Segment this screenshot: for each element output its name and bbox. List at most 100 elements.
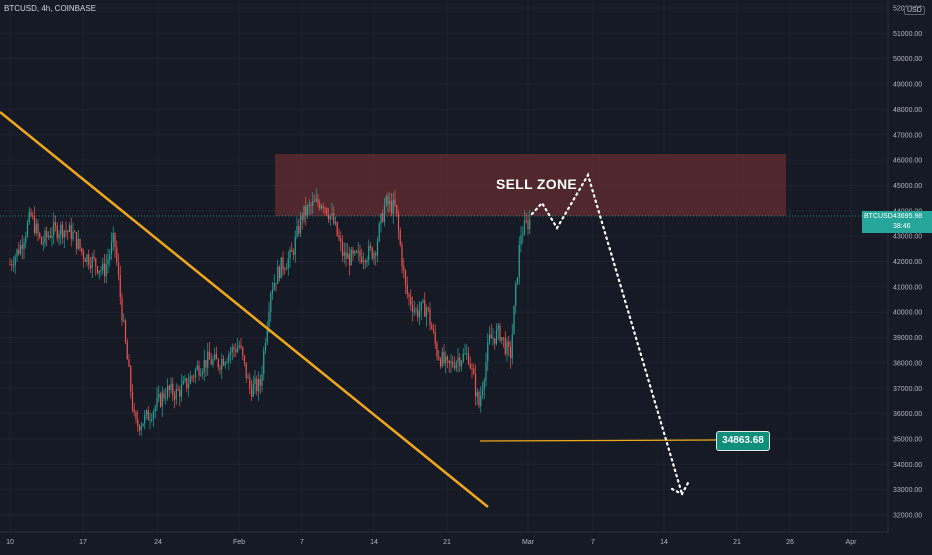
- candle-body: [58, 234, 60, 239]
- candle-body: [397, 213, 400, 231]
- y-tick-label: 42000.00: [893, 259, 922, 266]
- candle-body: [98, 270, 100, 273]
- candle-body: [51, 235, 53, 238]
- x-tick-label: Mar: [522, 539, 535, 546]
- candle-body: [366, 259, 368, 263]
- y-tick-label: 35000.00: [893, 436, 922, 443]
- candle-body: [345, 252, 347, 259]
- y-tick-label: 50000.00: [893, 56, 922, 63]
- candle-body: [326, 208, 328, 215]
- candle-body: [520, 235, 522, 245]
- candle-body: [443, 351, 445, 364]
- time-axis[interactable]: 10 17 24 Feb 7 14 21 Mar 7 14 21 26 Apr: [6, 539, 857, 546]
- candle-body: [9, 264, 11, 266]
- candle-body: [82, 251, 85, 260]
- x-tick-label: 10: [6, 539, 14, 546]
- last-price-symbol: BTCUSD: [864, 213, 893, 220]
- candle-body: [39, 233, 41, 238]
- candle-body: [154, 406, 156, 412]
- candle-body: [324, 207, 326, 209]
- candle-body: [172, 383, 174, 396]
- candle-body: [257, 378, 260, 392]
- candle-body: [494, 338, 496, 344]
- candle-body: [240, 345, 242, 348]
- candle-body: [215, 354, 218, 360]
- candle-body: [334, 222, 337, 224]
- candle-body: [30, 211, 32, 216]
- candle-body: [383, 204, 386, 222]
- candle-body: [282, 257, 284, 270]
- candle-body: [184, 378, 186, 381]
- y-tick-label: 37000.00: [893, 386, 922, 393]
- candle-body: [226, 361, 228, 363]
- candle-body: [47, 235, 50, 238]
- candle-body: [194, 369, 197, 377]
- candle-body: [63, 230, 65, 238]
- candle-body: [131, 391, 134, 410]
- candle-body: [284, 269, 286, 271]
- candle-body: [259, 378, 261, 386]
- candle-body: [135, 412, 137, 420]
- candle-body: [408, 294, 410, 297]
- candle-body: [14, 256, 16, 266]
- candle-body: [452, 361, 454, 366]
- y-tick-label: 41000.00: [893, 284, 922, 291]
- candle-body: [81, 248, 83, 252]
- candle-body: [201, 371, 204, 375]
- candle-body: [333, 212, 335, 224]
- candle-body: [361, 256, 363, 263]
- x-tick-label: 14: [370, 539, 378, 546]
- x-tick-label: 24: [154, 539, 162, 546]
- candle-body: [319, 203, 321, 209]
- candle-body: [32, 215, 34, 217]
- candle-body: [224, 362, 226, 366]
- price-axis[interactable]: 32000.00 33000.00 34000.00 35000.00 36000.00…: [893, 6, 922, 520]
- candle-body: [65, 230, 67, 232]
- candle-body: [518, 244, 520, 278]
- candle-body: [61, 224, 64, 238]
- candle-body: [375, 253, 377, 256]
- currency-badge[interactable]: USD: [904, 6, 925, 15]
- candle-body: [93, 256, 95, 259]
- candle-body: [394, 199, 396, 205]
- candle-body: [242, 347, 244, 356]
- candle-body: [175, 388, 177, 400]
- candle-body: [296, 226, 298, 237]
- projection-path[interactable]: [530, 172, 684, 496]
- candle-body: [478, 392, 480, 407]
- candle-body: [425, 307, 428, 317]
- candle-body: [130, 366, 132, 392]
- candle-body: [404, 270, 407, 285]
- candle-body: [385, 196, 387, 205]
- candle-body: [109, 254, 111, 260]
- candle-body: [406, 284, 408, 295]
- candle-body: [40, 237, 43, 245]
- candle-body: [217, 359, 219, 368]
- candle-body: [271, 289, 274, 294]
- candle-body: [390, 200, 393, 214]
- candle-body: [138, 425, 141, 431]
- candle-body: [357, 250, 359, 253]
- candle-body: [376, 240, 379, 256]
- candle-body: [229, 352, 232, 355]
- candle-body: [173, 395, 176, 400]
- support-level-line[interactable]: [479, 439, 718, 442]
- candle-body: [107, 259, 109, 264]
- candle-body: [149, 419, 151, 421]
- candle-body: [450, 361, 452, 364]
- symbol-info[interactable]: BTCUSD, 4h, COINBASE: [4, 4, 97, 13]
- candle-body: [270, 293, 272, 313]
- descending-trendline[interactable]: [0, 111, 489, 508]
- support-level-label[interactable]: 34863.68: [716, 431, 770, 451]
- candle-body: [152, 411, 155, 420]
- candle-body: [145, 410, 148, 415]
- candle-body: [28, 211, 30, 223]
- candle-body: [124, 320, 127, 342]
- candle-body: [502, 337, 505, 339]
- candle-body: [275, 283, 277, 285]
- candle-body: [492, 338, 494, 340]
- candle-body: [179, 390, 181, 397]
- candle-body: [114, 232, 116, 248]
